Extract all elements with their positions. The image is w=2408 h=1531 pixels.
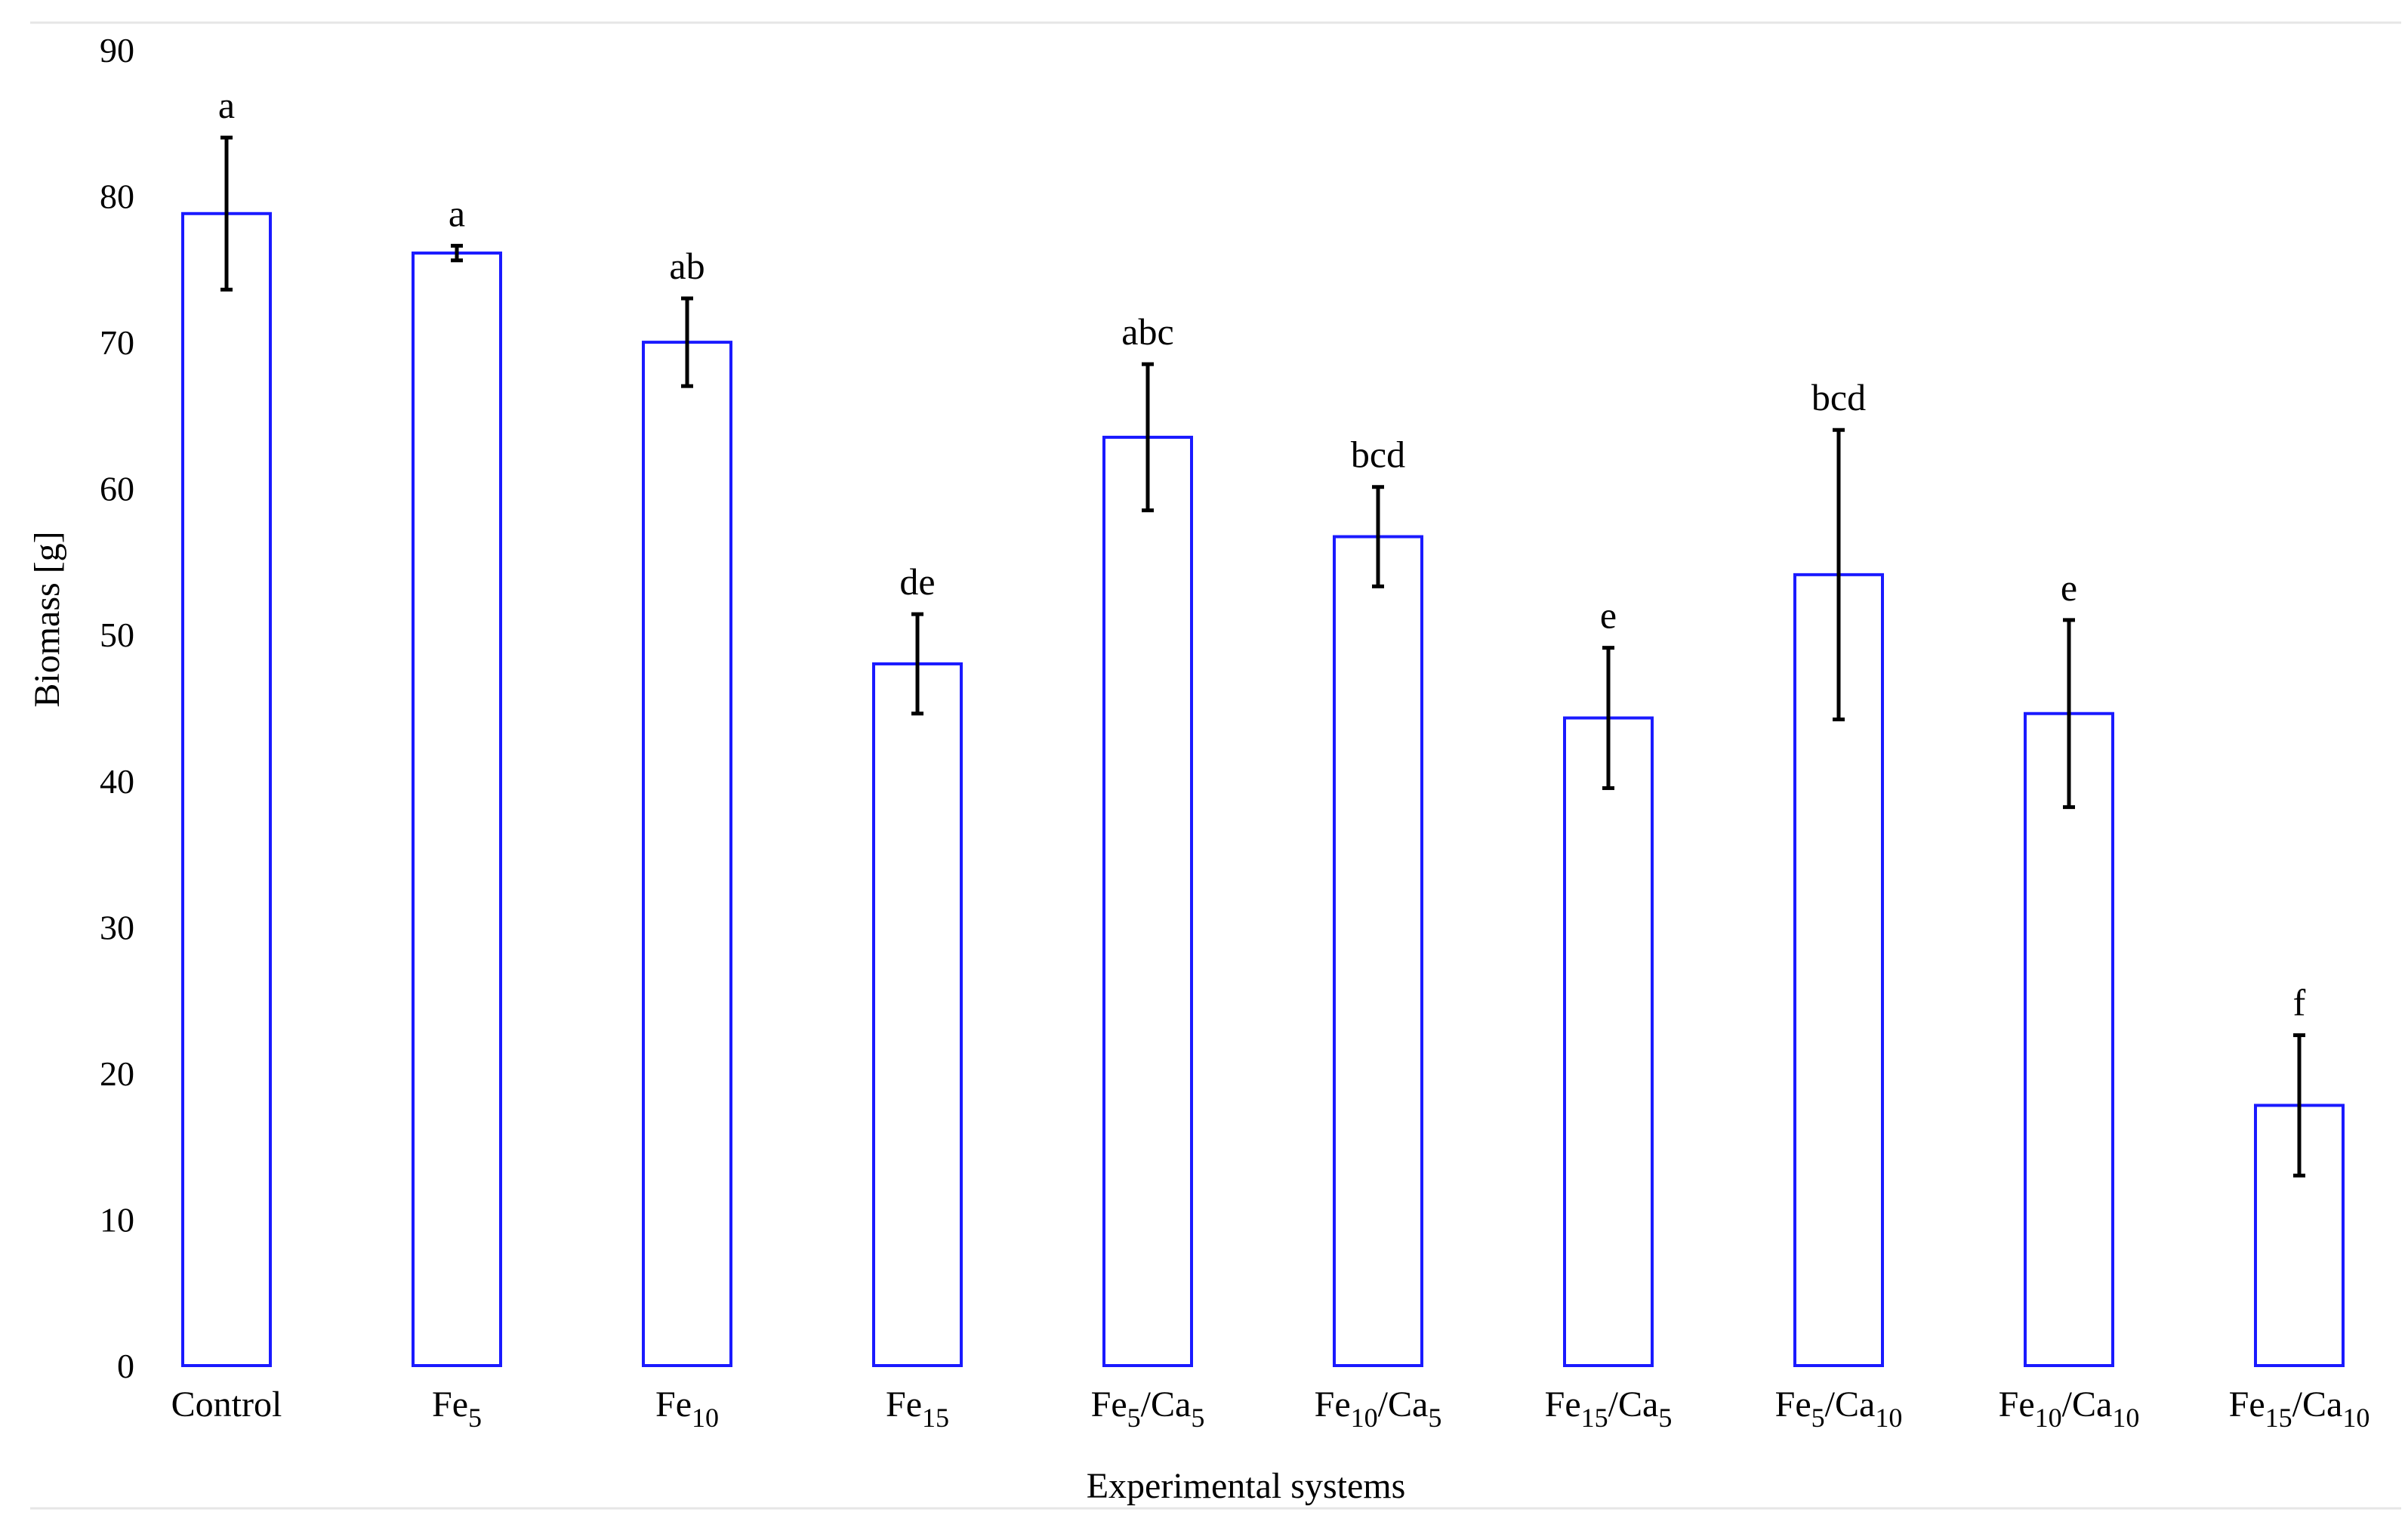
significance-label: a — [449, 192, 465, 234]
y-tick-label: 40 — [100, 762, 134, 801]
significance-labels-group: a a ab de abc bcd e bcd e f — [218, 84, 2306, 1023]
bar — [2024, 711, 2114, 1367]
x-tick-label: Fe10 — [655, 1384, 719, 1433]
bar — [412, 252, 502, 1367]
x-axis-category-labels: Control Fe5 Fe10 Fe15 Fe5/Ca5 Fe10/Ca5 Fe15/Ca… — [171, 1384, 2370, 1433]
x-tick-label-subscript: 10 — [2112, 1403, 2139, 1433]
x-tick-label-text: /Ca — [1825, 1384, 1876, 1425]
significance-label: f — [2293, 982, 2306, 1024]
significance-label: bcd — [1351, 434, 1405, 476]
bar — [642, 341, 732, 1368]
y-tick-label: 90 — [100, 31, 134, 69]
x-tick-label-text: Fe — [1775, 1384, 1811, 1425]
bar — [1333, 535, 1423, 1367]
x-tick-label-text: Fe — [886, 1384, 922, 1425]
x-tick-label-text: Fe — [432, 1384, 468, 1425]
error-bar — [2293, 1033, 2305, 1178]
x-tick-label: Control — [171, 1384, 282, 1425]
error-bar — [911, 612, 923, 716]
x-tick-label-text: Control — [171, 1384, 282, 1425]
x-tick-label-text: Fe — [2229, 1384, 2265, 1425]
bar — [872, 662, 963, 1367]
error-bar — [2063, 618, 2075, 810]
x-tick-label-text: Fe — [1091, 1384, 1127, 1425]
significance-label: e — [2061, 566, 2077, 609]
y-tick-label: 70 — [100, 323, 134, 362]
x-tick-label-subscript: 10 — [2342, 1403, 2369, 1433]
y-axis-ticks: 0 10 20 30 40 50 60 70 80 90 — [100, 31, 134, 1385]
x-tick-label-text: /Ca — [1378, 1384, 1429, 1425]
error-bar — [1602, 646, 1614, 790]
significance-label: ab — [669, 245, 705, 287]
significance-label: a — [218, 84, 235, 126]
y-tick-label: 20 — [100, 1054, 134, 1093]
x-tick-label-subscript: 5 — [1191, 1403, 1204, 1433]
y-axis-title: Biomass [g] — [27, 531, 67, 707]
x-tick-label-text: Fe — [655, 1384, 692, 1425]
x-tick-label-subscript: 15 — [2265, 1403, 2292, 1433]
x-tick-label-subscript: 5 — [468, 1403, 482, 1433]
x-tick-label-text: /Ca — [1141, 1384, 1192, 1425]
x-tick-label: Fe15/Ca5 — [1545, 1384, 1673, 1433]
x-tick-label: Fe15 — [886, 1384, 949, 1433]
x-tick-label-subscript: 15 — [1581, 1403, 1608, 1433]
significance-label: abc — [1121, 310, 1173, 353]
x-tick-label: Fe10/Ca5 — [1315, 1384, 1442, 1433]
x-tick-label-subscript: 15 — [922, 1403, 949, 1433]
y-tick-label: 50 — [100, 616, 134, 654]
x-tick-label-subscript: 5 — [1811, 1403, 1825, 1433]
x-tick-label-subscript: 5 — [1127, 1403, 1141, 1433]
error-bar — [451, 243, 463, 263]
x-tick-label-subscript: 5 — [1658, 1403, 1672, 1433]
y-tick-label: 30 — [100, 908, 134, 946]
x-tick-label-subscript: 10 — [1875, 1403, 1902, 1433]
x-tick-label-text: Fe — [1999, 1384, 2035, 1425]
x-tick-label-text: /Ca — [1608, 1384, 1659, 1425]
significance-label: de — [899, 560, 935, 603]
bar — [1563, 716, 1654, 1367]
x-tick-label-subscript: 10 — [2035, 1403, 2062, 1433]
error-bar — [220, 135, 233, 292]
error-bar — [1372, 485, 1384, 588]
x-tick-label-subscript: 5 — [1428, 1403, 1441, 1433]
y-tick-label: 0 — [117, 1347, 134, 1385]
bar — [1102, 435, 1193, 1367]
x-tick-label: Fe5 — [432, 1384, 482, 1433]
x-tick-label-text: /Ca — [2062, 1384, 2113, 1425]
error-bar — [681, 296, 693, 388]
bar — [181, 211, 272, 1367]
x-tick-label: Fe10/Ca10 — [1999, 1384, 2140, 1433]
x-tick-label: Fe5/Ca5 — [1091, 1384, 1205, 1433]
bars-group — [181, 211, 2345, 1368]
error-bar — [1142, 362, 1154, 513]
x-tick-label: Fe5/Ca10 — [1775, 1384, 1903, 1433]
y-tick-label: 80 — [100, 177, 134, 216]
x-tick-label-subscript: 10 — [1351, 1403, 1378, 1433]
x-tick-label-text: Fe — [1545, 1384, 1581, 1425]
x-axis-title: Experimental systems — [1087, 1466, 1406, 1506]
x-tick-label-text: /Ca — [2292, 1384, 2343, 1425]
error-bar — [1833, 428, 1845, 721]
y-tick-label: 10 — [100, 1200, 134, 1239]
significance-label: e — [1600, 594, 1617, 637]
x-tick-label-text: Fe — [1315, 1384, 1351, 1425]
y-tick-label: 60 — [100, 470, 134, 508]
x-tick-label-subscript: 10 — [692, 1403, 719, 1433]
error-bars-group — [220, 135, 2305, 1178]
x-tick-label: Fe15/Ca10 — [2229, 1384, 2370, 1433]
significance-label: bcd — [1811, 376, 1866, 418]
